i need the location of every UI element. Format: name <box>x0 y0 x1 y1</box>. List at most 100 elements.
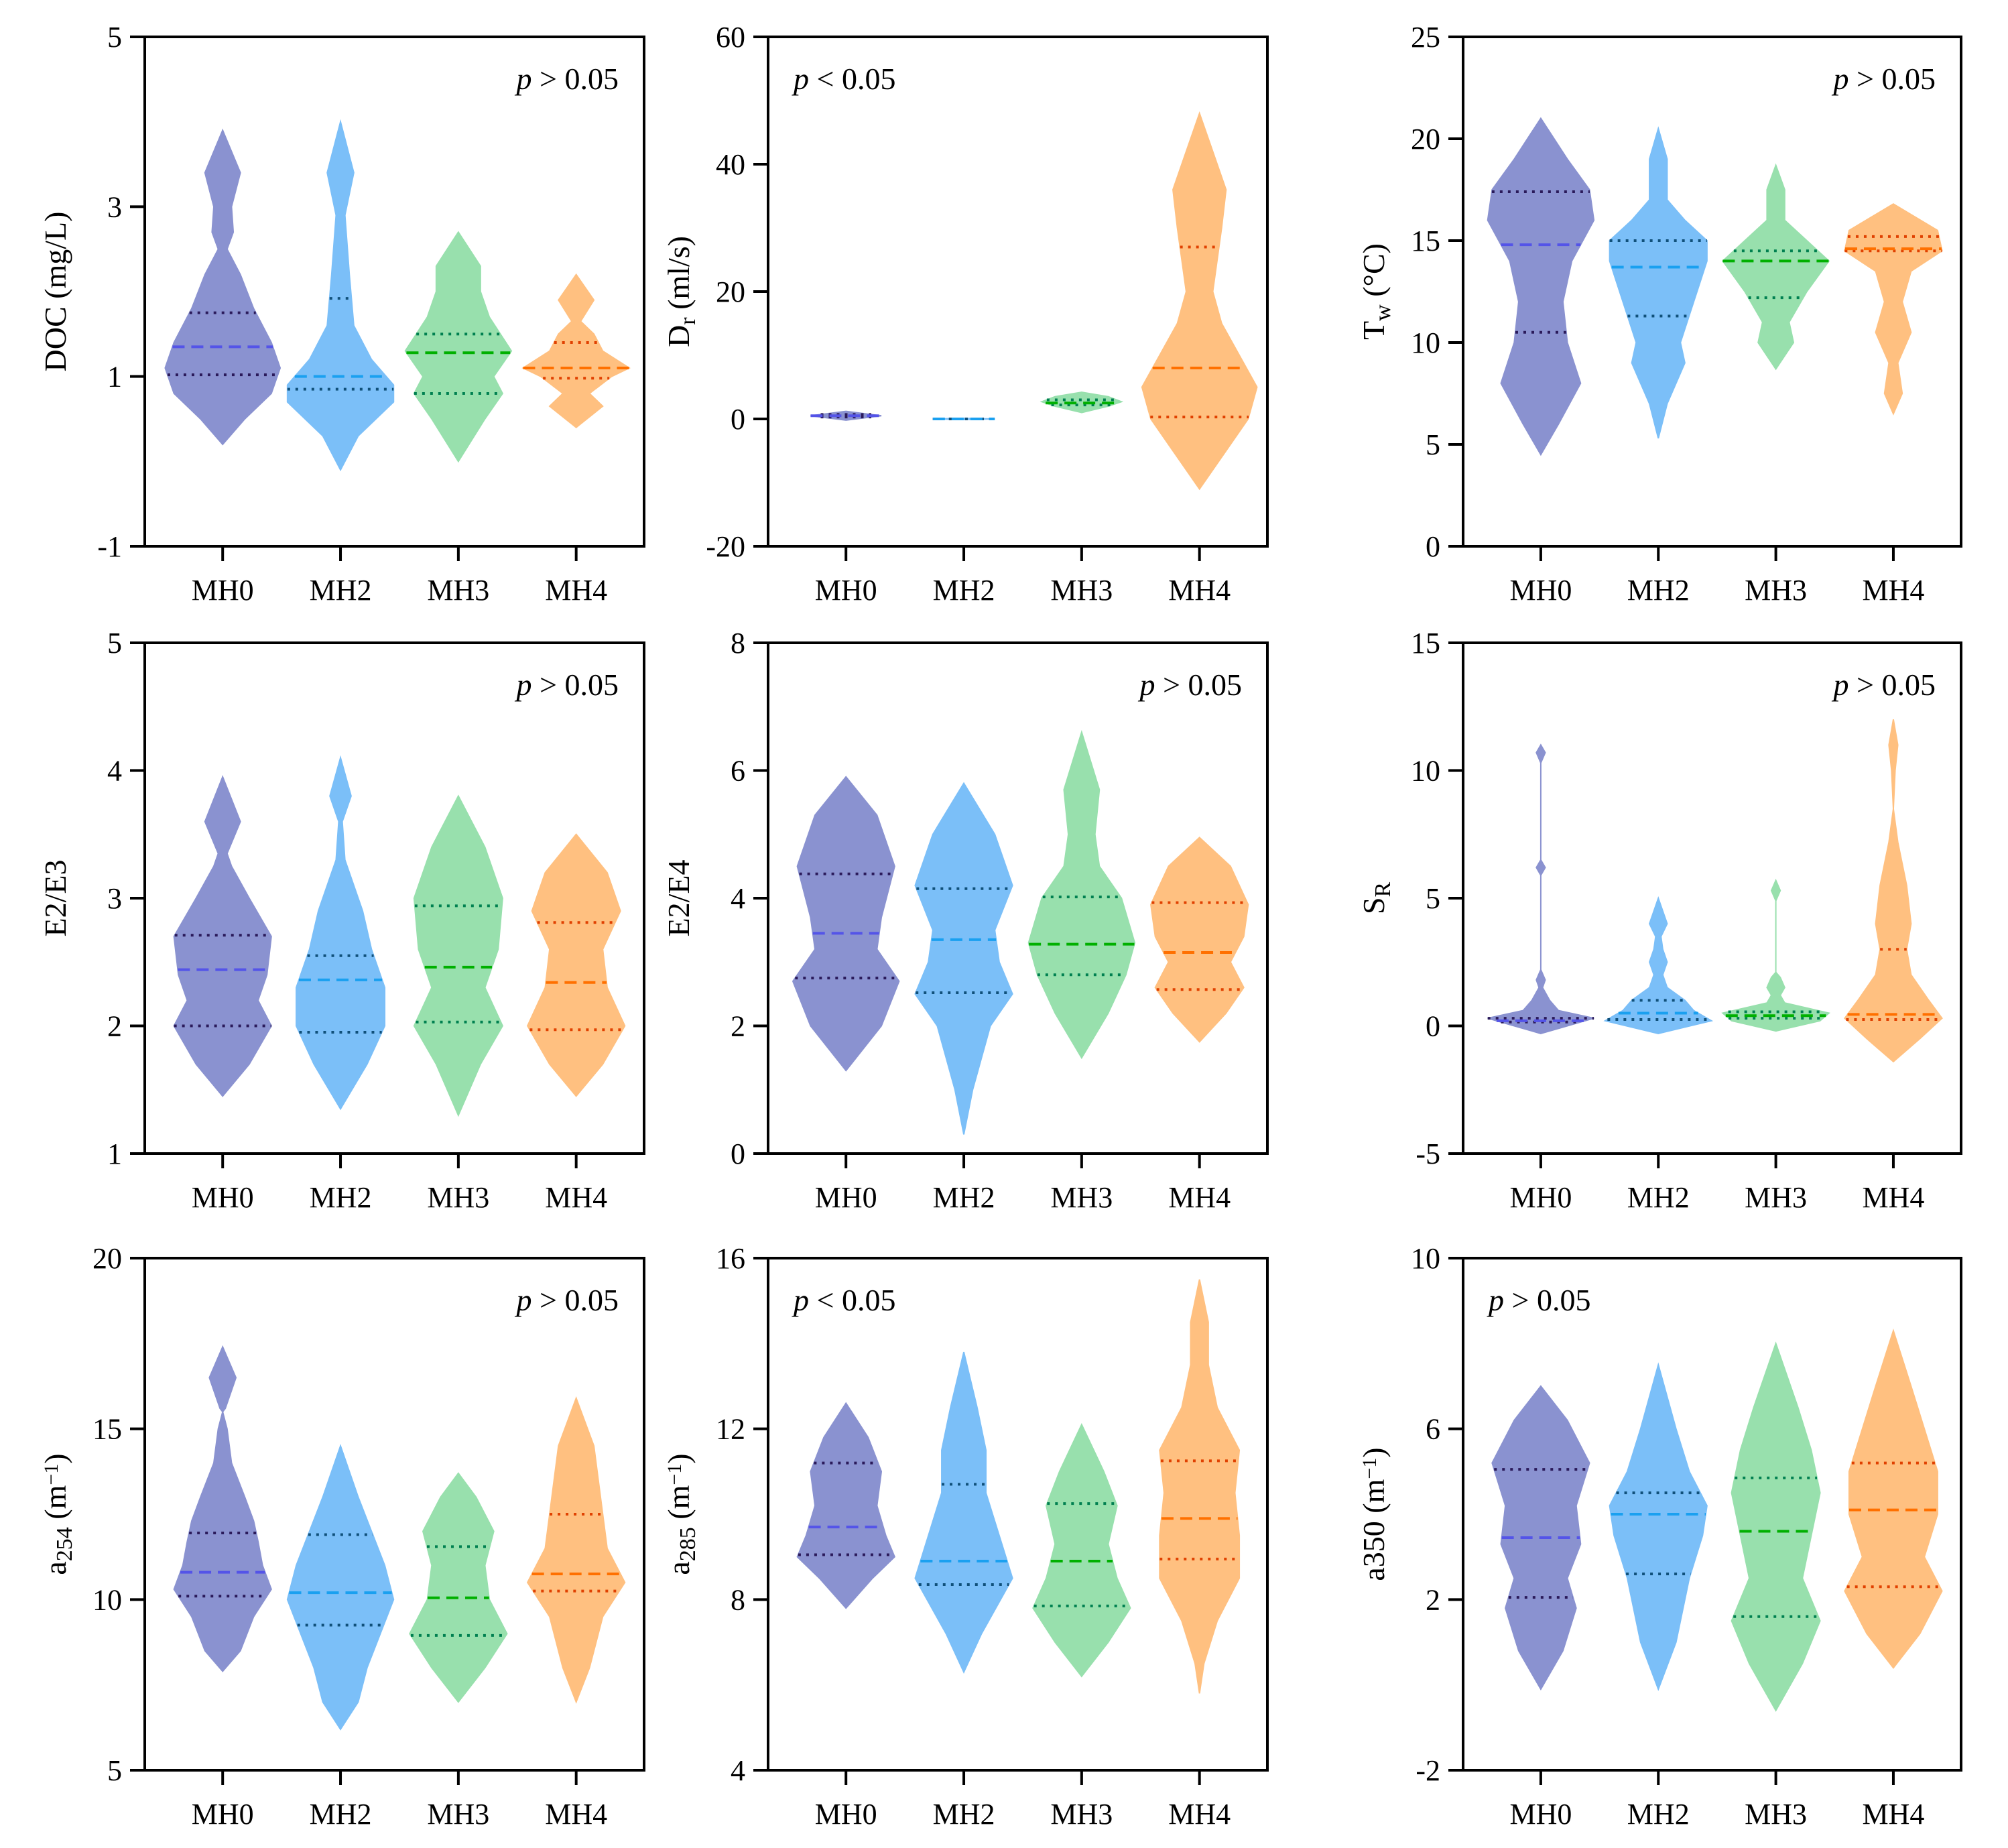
p-value-annotation: p < 0.05 <box>792 62 895 96</box>
y-tick-label: 10 <box>1411 326 1440 359</box>
violin-mh4 <box>1141 111 1258 491</box>
chart-panel-7: MH0 MH2 MH3 MH4 5 10 15 20 a254 (m−1) p > 0.05 <box>38 1242 645 1831</box>
y-axis-label-close: ) <box>1357 1447 1391 1457</box>
x-tick-label: MH2 <box>1627 1798 1690 1831</box>
p-symbol: p <box>515 62 532 96</box>
y-tick-label: 5 <box>107 1754 122 1787</box>
violin-mh0 <box>1487 117 1595 456</box>
y-tick-label: 4 <box>731 882 745 915</box>
y-axis-label-main: DOC (mg/L) <box>38 212 72 372</box>
p-comparison: > 0.05 <box>1155 668 1242 702</box>
violin-mh4 <box>526 1396 626 1704</box>
p-value-annotation: p > 0.05 <box>1487 1283 1590 1317</box>
y-axis-label-main: T <box>1357 321 1391 340</box>
x-tick-label: MH0 <box>192 1798 254 1831</box>
plot-frame <box>767 1257 1269 1772</box>
p-comparison: > 0.05 <box>1504 1283 1590 1317</box>
violin-mh3 <box>409 1472 508 1703</box>
x-tick-label: MH2 <box>933 1798 995 1831</box>
y-axis-label-main: S <box>1357 898 1391 915</box>
x-tick-label: MH0 <box>815 1181 877 1214</box>
y-axis-label: E2/E4 <box>662 860 696 937</box>
y-axis-label-sub: w <box>1371 304 1395 321</box>
y-axis-label-rest: (°C) <box>1357 243 1391 304</box>
x-tick-label: MH3 <box>1745 1798 1807 1831</box>
violin-mh0 <box>173 1345 272 1672</box>
violin-mh0 <box>792 776 900 1072</box>
plot-frame <box>143 1257 645 1772</box>
chart-panel-4: MH0 MH2 MH3 MH4 1 2 3 4 5 E2/E3 p > 0.05 <box>38 627 645 1214</box>
violin-mh4 <box>521 273 631 428</box>
x-tick-label: MH3 <box>1050 574 1113 607</box>
violin-mh0 <box>164 128 281 446</box>
y-axis-label-sub: R <box>1371 882 1395 898</box>
y-tick-label: 40 <box>716 148 745 181</box>
y-tick-label: 20 <box>92 1242 122 1275</box>
p-comparison: > 0.05 <box>532 62 619 96</box>
x-tick-label: MH3 <box>427 1798 489 1831</box>
y-tick-label: 10 <box>1411 1242 1440 1275</box>
x-tick-label: MH4 <box>1862 574 1924 607</box>
x-tick-label: MH3 <box>1745 574 1807 607</box>
y-axis-label-close: ) <box>662 1453 696 1463</box>
p-value-annotation: p > 0.05 <box>515 668 619 702</box>
y-tick-label: 5 <box>1426 428 1440 461</box>
y-tick-label: 1 <box>107 1137 122 1170</box>
violin-mh2 <box>914 782 1013 1135</box>
p-value-annotation: p > 0.05 <box>1832 668 1936 702</box>
p-comparison: < 0.05 <box>809 1283 895 1317</box>
p-value-annotation: p > 0.05 <box>515 1283 619 1317</box>
y-axis-label-main: E2/E4 <box>662 860 696 937</box>
y-tick-label: 2 <box>1426 1583 1440 1616</box>
y-axis-label: a350 (m−1) <box>1357 1447 1391 1581</box>
x-tick-label: MH2 <box>1627 1181 1690 1214</box>
y-axis-label-close: ) <box>38 1453 72 1463</box>
violin-mh3 <box>1731 1341 1821 1712</box>
x-tick-label: MH2 <box>933 1181 995 1214</box>
violin-mh4 <box>1150 837 1249 1043</box>
x-tick-label: MH3 <box>1050 1798 1113 1831</box>
y-axis-label: a285 (m−1) <box>662 1453 700 1575</box>
y-axis-label-sup: −1 <box>40 1464 62 1485</box>
chart-panel-9: MH0 MH2 MH3 MH4 -2 2 6 10 a350 (m−1) p > 0.05 <box>1357 1242 1962 1831</box>
y-tick-label: 3 <box>107 882 122 915</box>
x-tick-label: MH2 <box>1627 574 1690 607</box>
x-tick-label: MH4 <box>545 1798 607 1831</box>
y-tick-label: 0 <box>1426 1010 1440 1043</box>
plot-frame <box>1462 1257 1962 1772</box>
violin-mh2 <box>286 1444 395 1731</box>
p-comparison: > 0.05 <box>532 1283 619 1317</box>
x-tick-label: MH2 <box>933 574 995 607</box>
violin-mh4 <box>1159 1279 1241 1694</box>
p-symbol: p <box>792 62 809 96</box>
violin-mh0 <box>173 775 272 1097</box>
violin-mh3 <box>413 794 503 1117</box>
p-symbol: p <box>1832 668 1849 702</box>
violin-mh3 <box>404 231 513 463</box>
violin-mh0 <box>796 1402 896 1609</box>
y-tick-label: 8 <box>731 627 745 660</box>
violin-mh4 <box>526 833 626 1097</box>
p-symbol: p <box>1138 668 1155 702</box>
y-axis-label: a254 (m−1) <box>38 1453 77 1575</box>
x-tick-label: MH2 <box>310 574 372 607</box>
y-tick-label: 10 <box>92 1583 122 1616</box>
y-tick-label: 8 <box>731 1583 745 1616</box>
x-tick-label: MH3 <box>1745 1181 1807 1214</box>
y-axis-label-main: a <box>38 1561 72 1575</box>
violin-mh3 <box>1027 729 1136 1060</box>
y-tick-label: 2 <box>107 1010 122 1043</box>
violin-mh3 <box>1722 163 1830 371</box>
y-axis-label: DOC (mg/L) <box>38 212 72 372</box>
x-tick-label: MH4 <box>1862 1181 1924 1214</box>
y-axis-label-main: a <box>662 1561 696 1575</box>
y-tick-label: -20 <box>706 530 745 563</box>
x-tick-label: MH0 <box>192 574 254 607</box>
y-tick-label: 25 <box>1411 21 1440 54</box>
y-axis-label: SR <box>1357 882 1395 915</box>
violin-mh3 <box>1721 878 1830 1032</box>
p-comparison: > 0.05 <box>1849 668 1936 702</box>
x-tick-label: MH0 <box>192 1181 254 1214</box>
y-tick-label: 2 <box>731 1010 745 1043</box>
